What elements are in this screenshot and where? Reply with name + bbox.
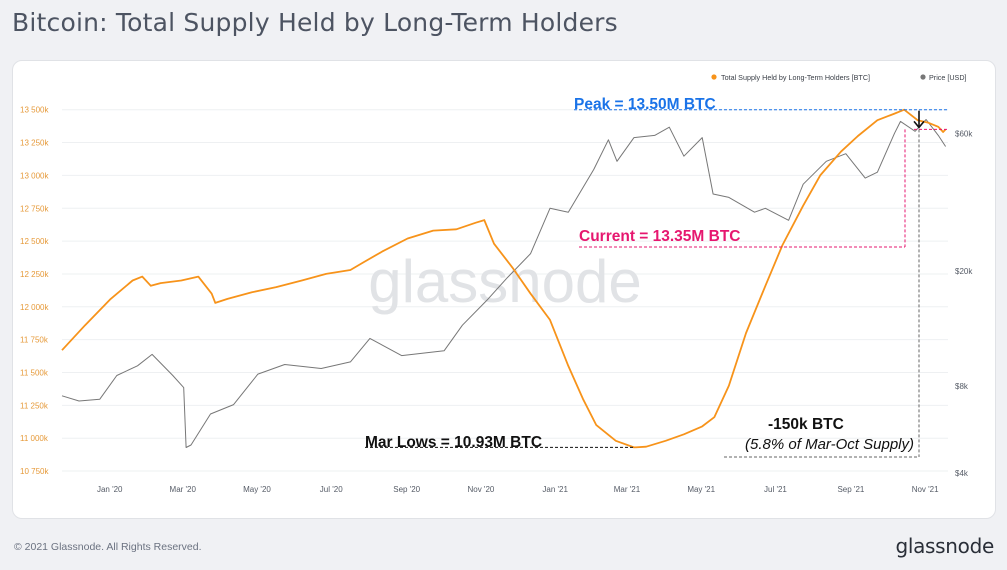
y-left-tick-label: 12 250k <box>20 270 49 279</box>
y-left-tick-label: 13 500k <box>20 106 49 115</box>
page-title: Bitcoin: Total Supply Held by Long-Term … <box>12 8 618 37</box>
y-left-tick-label: 13 000k <box>20 171 49 180</box>
annotation-lines <box>365 109 948 458</box>
y-right-tick-label: $60k <box>955 129 973 138</box>
y-left-tick-label: 12 500k <box>20 237 49 246</box>
series-lines <box>61 108 947 449</box>
x-tick-label: Jul '21 <box>764 485 787 494</box>
annotation-texts: Peak = 13.50M BTC Current = 13.35M BTC M… <box>365 96 914 453</box>
decline-label: -150k BTC <box>768 416 844 433</box>
y-left-tick-label: 13 250k <box>20 139 49 148</box>
x-tick-label: Sep '20 <box>393 485 420 494</box>
grid <box>62 109 948 472</box>
y-right-tick-label: $20k <box>955 267 973 276</box>
chart-panel <box>12 60 996 519</box>
current-label: Current = 13.35M BTC <box>579 228 741 245</box>
price-line <box>61 119 947 448</box>
y-right-axis: $60k $20k $8k $4k <box>955 129 973 478</box>
y-left-tick-label: 11 000k <box>20 434 49 443</box>
x-tick-label: Jul '20 <box>320 485 343 494</box>
y-left-tick-label: 11 500k <box>20 369 49 378</box>
decline-arrow-head <box>913 120 925 129</box>
x-tick-label: May '20 <box>243 485 271 494</box>
y-left-tick-label: 10 750k <box>20 467 49 476</box>
x-axis: Jan '20 Mar '20 May '20 Jul '20 Sep '20 Nov '… <box>97 485 939 494</box>
peak-label: Peak = 13.50M BTC <box>574 96 716 113</box>
legend-label-lth: Total Supply Held by Long-Term Holders [… <box>721 73 870 82</box>
decline-sub-label: (5.8% of Mar-Oct Supply) <box>745 436 914 453</box>
x-tick-label: Nov '21 <box>912 485 939 494</box>
legend: Total Supply Held by Long-Term Holders [… <box>711 73 967 82</box>
x-tick-label: Mar '20 <box>170 485 197 494</box>
y-left-tick-label: 12 000k <box>20 303 49 312</box>
y-right-tick-label: $8k <box>955 382 969 391</box>
y-left-axis: 13 500k 13 250k 13 000k 12 750k 12 500k 12 25… <box>20 106 49 476</box>
footer-copyright: © 2021 Glassnode. All Rights Reserved. <box>14 541 202 553</box>
y-left-tick-label: 11 250k <box>20 401 49 410</box>
y-right-tick-label: $4k <box>955 469 969 478</box>
x-tick-label: May '21 <box>687 485 715 494</box>
x-tick-label: Sep '21 <box>837 485 864 494</box>
mar-lows-label: Mar Lows = 10.93M BTC <box>365 434 542 451</box>
legend-marker-price <box>920 74 926 80</box>
x-tick-label: Mar '21 <box>614 485 641 494</box>
legend-marker-lth <box>711 74 717 80</box>
lth-supply-line <box>61 108 947 449</box>
legend-label-price: Price [USD] <box>929 73 967 82</box>
y-left-tick-label: 12 750k <box>20 204 49 213</box>
x-tick-label: Nov '20 <box>467 485 494 494</box>
y-left-tick-label: 11 750k <box>20 336 49 345</box>
x-tick-label: Jan '20 <box>97 485 123 494</box>
x-tick-label: Jan '21 <box>542 485 568 494</box>
glassnode-logo: glassnode <box>895 534 994 558</box>
